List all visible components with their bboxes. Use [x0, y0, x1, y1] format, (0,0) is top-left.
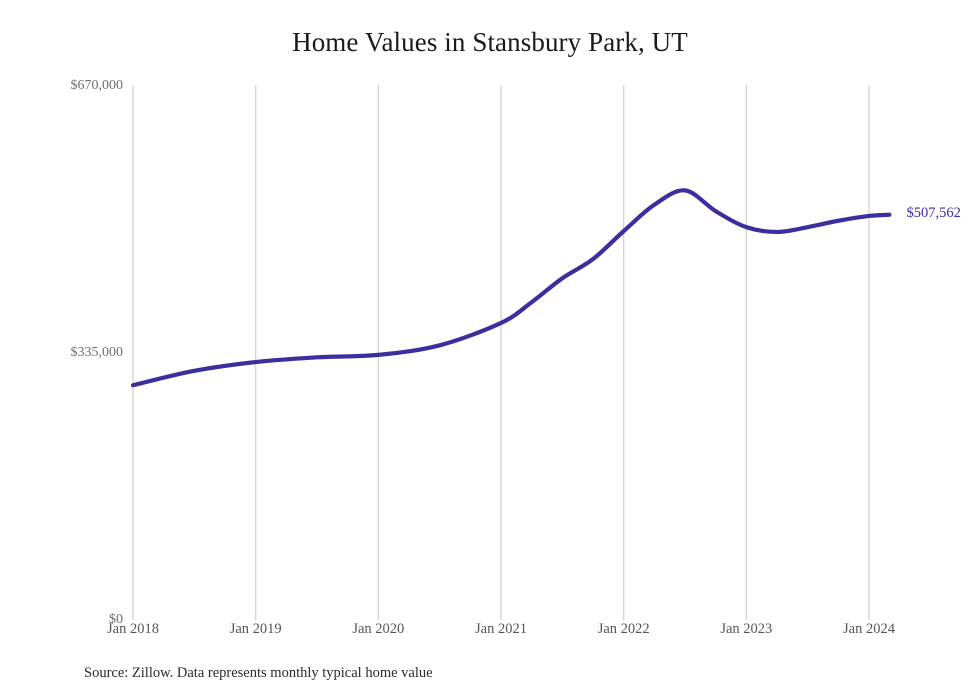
y-tick-label-0: $0	[109, 612, 123, 627]
y-tick-label-670000: $670,000	[70, 78, 124, 93]
x-tick-label-jan-2020: Jan 2020	[352, 621, 405, 637]
series-line	[130, 188, 892, 388]
data-series-typical-home-value	[130, 188, 892, 388]
chart-title: Home Values in Stansbury Park, UT	[292, 27, 688, 57]
x-tick-label-jan-2022: Jan 2022	[597, 621, 650, 637]
y-tick-label-335000: $335,000	[70, 345, 124, 360]
endpoint-value-label: $507,562	[906, 204, 961, 221]
source-note: Source: Zillow. Data represents monthly …	[84, 665, 433, 681]
x-tick-label-jan-2018: Jan 2018	[107, 621, 159, 637]
x-tick-label-jan-2023: Jan 2023	[720, 621, 773, 637]
x-tick-label-jan-2019: Jan 2019	[229, 621, 282, 637]
x-tick-label-jan-2024: Jan 2024	[843, 621, 895, 637]
y-axis: $670,000 $335,000 $0	[18, 0, 124, 699]
x-tick-label-jan-2021: Jan 2021	[475, 621, 527, 637]
gridlines	[132, 85, 870, 620]
